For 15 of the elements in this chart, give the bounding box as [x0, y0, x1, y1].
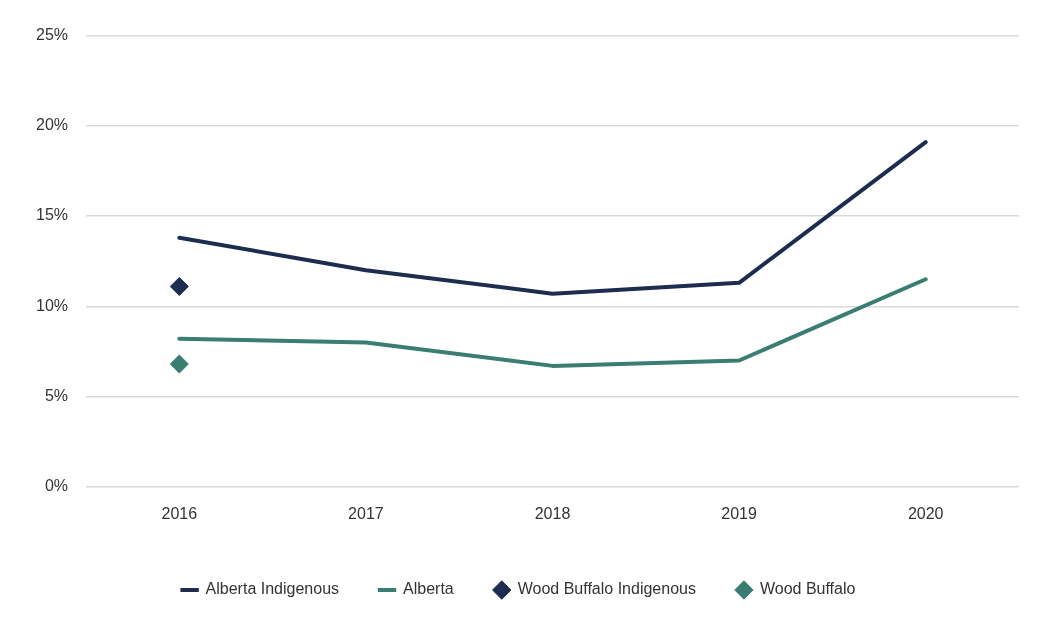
x-tick-label: 2019 — [721, 504, 758, 522]
legend-label: Wood Buffalo — [759, 580, 856, 598]
x-tick-label: 2017 — [348, 504, 384, 522]
x-tick-label: 2018 — [534, 504, 571, 522]
x-tick-label: 2020 — [907, 504, 944, 522]
legend-label: Alberta — [403, 580, 454, 598]
legend-label: Alberta Indigenous — [205, 580, 340, 598]
y-tick-label: 15% — [35, 206, 69, 224]
y-tick-label: 20% — [35, 116, 69, 134]
legend-label: Wood Buffalo Indigenous — [517, 580, 696, 598]
y-tick-label: 0% — [44, 477, 69, 495]
y-tick-label: 5% — [44, 386, 69, 404]
y-tick-label: 10% — [35, 296, 69, 314]
y-tick-label: 25% — [35, 26, 69, 44]
x-tick-label: 2016 — [161, 504, 198, 522]
